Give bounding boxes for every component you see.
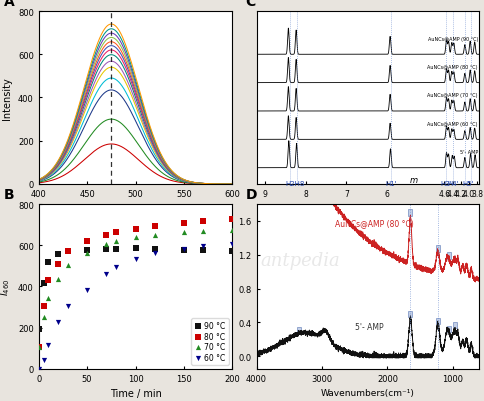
60 °C — [64, 303, 72, 310]
60 °C — [112, 264, 120, 270]
60 °C — [54, 320, 62, 326]
70 °C — [54, 276, 62, 283]
70 °C — [112, 238, 120, 245]
70 °C — [103, 241, 110, 248]
70 °C — [199, 229, 207, 235]
FancyBboxPatch shape — [436, 318, 440, 324]
Y-axis label: Intensity: Intensity — [2, 77, 13, 119]
Text: H5': H5' — [462, 180, 474, 186]
60 °C — [199, 243, 207, 250]
80 °C — [35, 344, 43, 350]
90 °C — [83, 247, 91, 253]
FancyBboxPatch shape — [408, 311, 412, 317]
90 °C — [103, 246, 110, 253]
90 °C — [45, 259, 52, 265]
70 °C — [180, 230, 188, 236]
80 °C — [132, 226, 139, 233]
X-axis label: Wavelength / nm: Wavelength / nm — [94, 204, 177, 214]
80 °C — [180, 220, 188, 226]
80 °C — [40, 303, 47, 310]
80 °C — [64, 249, 72, 255]
X-axis label: ppm: ppm — [357, 204, 379, 214]
90 °C — [54, 252, 62, 258]
70 °C — [35, 344, 43, 350]
90 °C — [112, 246, 120, 252]
70 °C — [40, 314, 47, 321]
X-axis label: Wavenumbers(cm⁻¹): Wavenumbers(cm⁻¹) — [321, 388, 415, 397]
60 °C — [40, 356, 47, 363]
60 °C — [180, 246, 188, 253]
Text: AuNCs@AMP (80 °C): AuNCs@AMP (80 °C) — [427, 65, 478, 70]
80 °C — [83, 238, 91, 245]
60 °C — [228, 241, 236, 247]
70 °C — [83, 250, 91, 256]
Text: H2H8: H2H8 — [286, 180, 305, 186]
60 °C — [132, 256, 139, 262]
FancyBboxPatch shape — [447, 326, 451, 332]
80 °C — [45, 277, 52, 284]
Text: H1': H1' — [386, 180, 397, 186]
80 °C — [112, 229, 120, 235]
60 °C — [83, 287, 91, 293]
80 °C — [151, 223, 159, 229]
Legend: 90 °C, 80 °C, 70 °C, 60 °C: 90 °C, 80 °C, 70 °C, 60 °C — [191, 318, 228, 365]
80 °C — [54, 261, 62, 267]
90 °C — [151, 246, 159, 253]
Text: AuNCs@AMP (60 °C): AuNCs@AMP (60 °C) — [427, 122, 478, 126]
Text: AuNCs@AMP (80 °C): AuNCs@AMP (80 °C) — [335, 219, 414, 228]
70 °C — [228, 227, 236, 233]
90 °C — [199, 247, 207, 254]
FancyBboxPatch shape — [453, 322, 457, 328]
60 °C — [103, 271, 110, 277]
70 °C — [151, 232, 159, 239]
70 °C — [64, 262, 72, 268]
FancyBboxPatch shape — [436, 245, 440, 252]
Text: C: C — [245, 0, 256, 8]
90 °C — [180, 247, 188, 253]
90 °C — [35, 326, 43, 332]
Text: 5'- AMP: 5'- AMP — [460, 150, 478, 155]
Text: A: A — [4, 0, 15, 8]
90 °C — [228, 248, 236, 255]
60 °C — [35, 366, 43, 372]
80 °C — [228, 216, 236, 223]
FancyBboxPatch shape — [447, 253, 451, 259]
FancyBboxPatch shape — [297, 163, 301, 170]
Text: H3': H3' — [440, 180, 452, 186]
Text: AuNCs@AMP (90 °C): AuNCs@AMP (90 °C) — [427, 36, 478, 41]
60 °C — [45, 342, 52, 348]
90 °C — [64, 249, 72, 255]
Y-axis label: $I_{460}$: $I_{460}$ — [0, 278, 13, 296]
Text: H4': H4' — [448, 180, 459, 186]
Text: antpedia: antpedia — [260, 252, 340, 269]
80 °C — [199, 218, 207, 225]
90 °C — [132, 245, 139, 252]
80 °C — [103, 232, 110, 239]
Text: 5'- AMP: 5'- AMP — [355, 322, 383, 331]
FancyBboxPatch shape — [408, 210, 412, 217]
90 °C — [40, 280, 47, 287]
60 °C — [151, 250, 159, 257]
X-axis label: Time / min: Time / min — [109, 388, 162, 398]
Text: D: D — [245, 187, 257, 201]
70 °C — [45, 295, 52, 301]
FancyBboxPatch shape — [297, 327, 301, 333]
70 °C — [132, 235, 139, 241]
Text: AuNCs@AMP (70 °C): AuNCs@AMP (70 °C) — [427, 93, 478, 98]
Text: $\mathit{m}$: $\mathit{m}$ — [409, 175, 419, 184]
Text: B: B — [4, 187, 15, 201]
